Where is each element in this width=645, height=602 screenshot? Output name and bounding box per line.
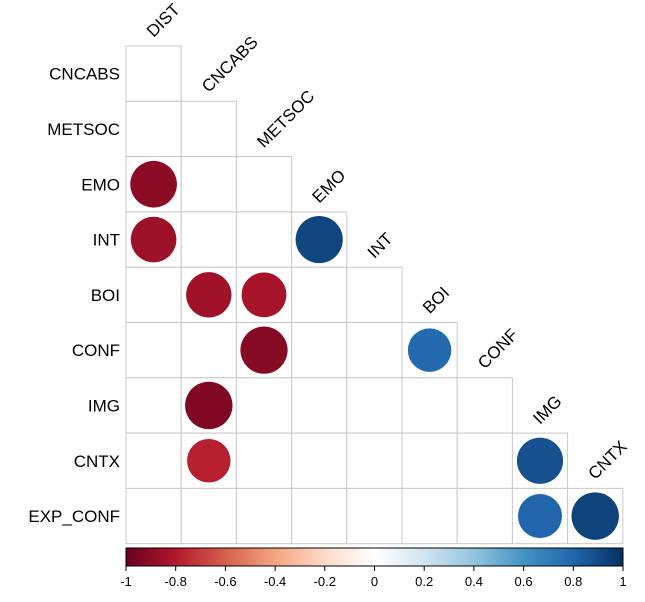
correlation-circles bbox=[130, 160, 619, 540]
matrix-cell bbox=[235, 211, 293, 268]
row-labels: CNCABS METSOC EMO INT BOI CONF IMG CNTX EXP_CONF bbox=[28, 65, 120, 526]
matrix-grid bbox=[125, 45, 624, 545]
correlation-circle-img-cncabs bbox=[185, 381, 233, 430]
colorbar-tick-label: -1 bbox=[120, 574, 132, 589]
matrix-cell bbox=[180, 487, 237, 545]
colorbar-tick-label: -0.6 bbox=[214, 574, 236, 589]
matrix-cell bbox=[235, 432, 293, 489]
matrix-cell bbox=[456, 377, 513, 434]
column-label-cntx: CNTX bbox=[585, 437, 631, 483]
matrix-cell bbox=[125, 432, 182, 489]
correlation-circle-conf-boi bbox=[407, 328, 452, 372]
matrix-cell bbox=[125, 100, 182, 158]
correlation-circle-exp-conf-img bbox=[517, 494, 563, 539]
matrix-cell bbox=[125, 266, 182, 324]
matrix-cell bbox=[291, 487, 348, 545]
matrix-cell bbox=[125, 377, 182, 434]
colorbar-tick-label: -0.8 bbox=[164, 574, 186, 589]
row-label-exp-conf: EXP_CONF bbox=[28, 507, 120, 526]
colorbar-gradient bbox=[126, 548, 623, 566]
matrix-cell bbox=[291, 266, 348, 324]
row-label-img: IMG bbox=[88, 396, 120, 415]
matrix-cell bbox=[401, 432, 458, 489]
colorbar-tick-label: 0.4 bbox=[465, 574, 483, 589]
column-label-cncabs: CNCABS bbox=[198, 33, 262, 97]
matrix-cell bbox=[125, 45, 182, 102]
correlation-circle-cntx-img bbox=[516, 437, 564, 484]
colorbar-tick-label: 0.6 bbox=[515, 574, 533, 589]
matrix-cell bbox=[125, 487, 182, 545]
matrix-cell bbox=[456, 487, 513, 545]
matrix-cell bbox=[346, 432, 403, 489]
row-label-int: INT bbox=[93, 231, 120, 250]
matrix-cell bbox=[291, 432, 348, 489]
matrix-cell bbox=[346, 266, 403, 324]
correlation-circle-cntx-cncabs bbox=[187, 439, 231, 483]
matrix-cell bbox=[401, 377, 458, 434]
matrix-cell bbox=[456, 432, 513, 489]
matrix-cell bbox=[291, 322, 348, 379]
correlation-circle-emo-dist bbox=[130, 160, 177, 208]
matrix-cell bbox=[125, 322, 182, 379]
matrix-cell bbox=[180, 322, 237, 379]
matrix-cell bbox=[235, 487, 293, 545]
colorbar-tick-label: 0.2 bbox=[415, 574, 433, 589]
correlation-circle-int-dist bbox=[130, 216, 177, 263]
correlation-circle-boi-metsoc bbox=[241, 272, 287, 318]
row-label-boi: BOI bbox=[91, 286, 120, 305]
colorbar-tick-label: 0 bbox=[371, 574, 378, 589]
row-label-cntx: CNTX bbox=[74, 452, 120, 471]
colorbar-ticks: -1 -0.8 -0.6 -0.4 -0.2 0 0.2 0.4 0.6 0.8 1 bbox=[120, 566, 627, 589]
column-label-dist: DIST bbox=[143, 0, 184, 41]
column-label-int: INT bbox=[364, 229, 397, 262]
colorbar: -1 -0.8 -0.6 -0.4 -0.2 0 0.2 0.4 0.6 0.8 1 bbox=[120, 547, 627, 589]
correlation-circle-conf-metsoc bbox=[240, 326, 288, 374]
column-label-metsoc: METSOC bbox=[253, 87, 318, 152]
correlation-circle-boi-cncabs bbox=[186, 272, 232, 318]
row-label-cncabs: CNCABS bbox=[49, 65, 120, 84]
column-label-img: IMG bbox=[529, 392, 565, 428]
row-label-conf: CONF bbox=[72, 341, 120, 360]
matrix-cell bbox=[346, 377, 403, 434]
colorbar-tick-label: -0.2 bbox=[314, 574, 336, 589]
colorbar-tick-label: 1 bbox=[619, 574, 626, 589]
row-label-metsoc: METSOC bbox=[47, 120, 120, 139]
matrix-cell bbox=[401, 487, 458, 545]
column-label-emo: EMO bbox=[309, 166, 350, 207]
column-label-boi: BOI bbox=[419, 283, 453, 317]
row-label-emo: EMO bbox=[81, 175, 120, 194]
colorbar-tick-label: 0.8 bbox=[564, 574, 582, 589]
matrix-cell bbox=[235, 156, 293, 213]
correlation-circle-int-emo bbox=[295, 215, 343, 264]
correlation-circle-exp-conf-cntx bbox=[571, 492, 619, 540]
colorbar-tick-label: -0.4 bbox=[264, 574, 286, 589]
matrix-cell bbox=[180, 100, 237, 158]
matrix-cell bbox=[346, 322, 403, 379]
matrix-cell bbox=[235, 377, 293, 434]
matrix-cell bbox=[180, 156, 237, 213]
matrix-cell bbox=[180, 211, 237, 268]
column-label-conf: CONF bbox=[474, 325, 521, 372]
matrix-cell bbox=[346, 487, 403, 545]
matrix-cell bbox=[291, 377, 348, 434]
